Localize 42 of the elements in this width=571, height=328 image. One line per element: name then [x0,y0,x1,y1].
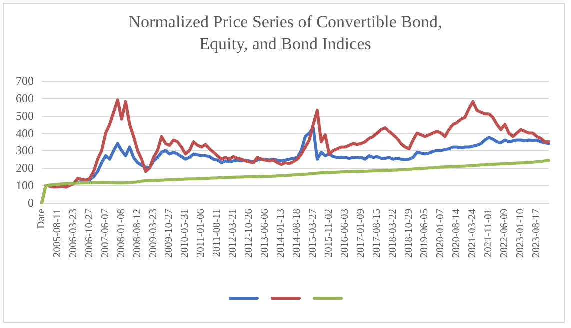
x-tick-label: 2019-06-05 [420,209,431,258]
y-tick-label: 500 [16,108,34,123]
x-tick-label: 2013-06-06 [260,209,272,258]
x-tick-label: 2005-08-11 [52,209,64,258]
x-tick-label: 2017-08-15 [372,209,383,258]
x-tick-label: 2008-01-08 [116,209,128,258]
x-tick-label: 2008-08-12 [132,209,144,258]
x-tick-label: 2007-06-07 [100,209,112,258]
x-tick-label: 2010-05-31 [180,209,192,258]
x-tick-label: 2011-08-11 [212,209,224,258]
x-tick-label: 2015-11-02 [324,209,335,258]
x-tick-label: 2006-03-23 [68,209,80,258]
y-tick-label: 200 [16,161,34,176]
line-series [40,159,550,204]
x-tick-label: 2020-01-07 [436,209,447,258]
x-tick-label: 2012-03-21 [228,209,240,258]
x-tick-label: 2022-06-09 [500,209,511,258]
x-tick-label: 2011-01-06 [196,209,208,258]
x-tick-label: 2014-08-18 [292,209,303,258]
x-tick-label: Date [36,208,48,229]
x-tick-label: 2012-10-26 [244,209,256,258]
y-tick-label: 700 [16,74,34,88]
x-tick-label: 2018-03-22 [388,209,399,258]
x-tick-label: 2009-10-27 [164,209,176,258]
x-tick-label: 2018-10-29 [404,209,415,258]
x-tick-label: 2023-01-10 [516,209,527,258]
x-tick-label: 2021-03-24 [468,208,479,258]
x-tick-label: 2014-01-13 [276,209,288,258]
x-tick-label: 2006-10-27 [84,209,96,258]
y-tick-label: 300 [16,144,34,158]
x-tick-label: 2017-01-09 [356,209,367,258]
y-tick-label: 400 [16,126,34,140]
y-tick-label: 600 [16,91,34,106]
y-tick-label: 0 [28,196,34,210]
chart-title: Normalized Price Series of Convertible Bond, Equity, and Bond Indices [128,12,442,54]
x-tick-label: 2020-08-14 [452,208,463,258]
x-tick-label: 2023-08-17 [532,209,543,258]
x-tick-label: 2015-03-27 [308,209,319,258]
y-tick-label: 100 [16,178,34,193]
x-tick-label: 2021-11-01 [484,209,495,258]
x-tick-label: 2009-03-23 [148,209,160,258]
x-tick-label: 2016-06-03 [340,209,351,258]
